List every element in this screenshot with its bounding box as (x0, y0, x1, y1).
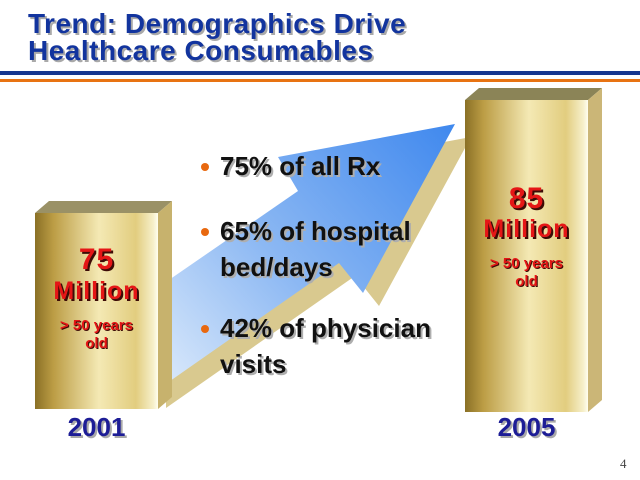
bar-2001-labels: 75 Million > 50 years old (35, 0, 158, 480)
bullet-text: 65% of hospital (220, 216, 411, 246)
bar-2005-note-line1: > 50 years (490, 255, 563, 272)
bar-2001-note-line1: > 50 years (60, 317, 133, 334)
bar-2001-side-face (158, 201, 172, 409)
bar-2005-labels: 85 Million > 50 years old (465, 0, 588, 480)
bullet-text: 75% of all Rx (220, 151, 381, 181)
title-rule-orange (0, 79, 640, 82)
bar-2005-note-line2: old (515, 273, 538, 290)
bullet-item-hospital: 65% of hospital bed/days (196, 213, 496, 285)
bar-2001-top-face (35, 201, 172, 213)
bar-2005-front-face (465, 100, 588, 412)
bullet-text-line2: bed/days (220, 252, 333, 282)
bar-2005-note: > 50 years old (465, 255, 588, 291)
bullet-text: 42% of physician (220, 313, 431, 343)
growth-arrow (150, 124, 455, 395)
bar-2001-note: > 50 years old (35, 317, 158, 353)
bar-2005-top-face (465, 88, 602, 100)
bar-2001-note-line2: old (85, 335, 108, 352)
bullet-text-line2: visits (220, 349, 287, 379)
bar-2005-value: 85 (508, 182, 545, 215)
page-number: 4 (620, 456, 627, 471)
bar-2001-value: 75 (78, 243, 115, 276)
bar-2001-year: 2001 (67, 412, 126, 442)
bar-2001-front-face (35, 213, 158, 409)
bar-2005-unit: Million (483, 215, 570, 243)
bullet-item-rx: 75% of all Rx (196, 148, 496, 184)
bullet-icon (201, 325, 209, 333)
slide-title: Trend: Demographics Drive Healthcare Con… (28, 8, 407, 66)
bar-2001-unit: Million (53, 277, 140, 305)
bullet-icon (201, 163, 209, 171)
bar-2005-side-face (588, 88, 602, 412)
slide-title-line2: Healthcare Consumables (28, 35, 374, 66)
bullet-item-physician: 42% of physician visits (196, 310, 496, 382)
bullet-icon (201, 228, 209, 236)
slide-title-line1: Trend: Demographics Drive (28, 8, 407, 39)
bar-2005-year: 2005 (497, 412, 556, 442)
title-rule-blue (0, 71, 640, 75)
